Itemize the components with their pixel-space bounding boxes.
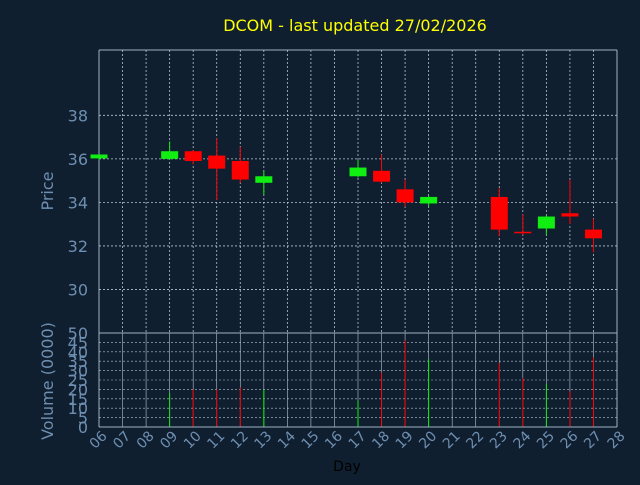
day-tick-label: 27 bbox=[581, 428, 605, 452]
candle-body bbox=[161, 151, 179, 159]
candle-down bbox=[184, 150, 202, 165]
candle-up bbox=[90, 154, 108, 160]
candle-body bbox=[90, 154, 108, 159]
price-tick-labels: 30 32 34 36 38 bbox=[68, 106, 88, 299]
day-tick-label: 11 bbox=[204, 428, 228, 452]
day-tick-label: 23 bbox=[487, 428, 511, 452]
day-tick-label: 22 bbox=[463, 428, 487, 452]
candle-down bbox=[584, 218, 602, 253]
volume-axis-label: Volume (0000) bbox=[38, 322, 57, 440]
volume-tick-label: 50 bbox=[68, 324, 88, 343]
candle-body bbox=[208, 155, 226, 169]
day-tick-label: 25 bbox=[534, 428, 558, 452]
volume-tick-label: 0 bbox=[78, 418, 88, 437]
candle-body bbox=[420, 196, 438, 204]
candle-down bbox=[561, 179, 579, 225]
candle-up bbox=[255, 170, 273, 195]
candle-body bbox=[561, 213, 579, 217]
volume-bar-series bbox=[169, 340, 594, 427]
candle-body bbox=[373, 170, 391, 182]
candle-body bbox=[537, 216, 555, 229]
candle-down bbox=[514, 214, 532, 236]
volume-tick-label: 10 bbox=[68, 399, 88, 418]
day-tick-label: 14 bbox=[275, 428, 299, 452]
day-tick-label: 07 bbox=[110, 428, 134, 452]
day-tick-label: 17 bbox=[346, 428, 370, 452]
day-tick-label: 13 bbox=[252, 428, 276, 452]
candle-body bbox=[184, 151, 202, 162]
price-tick-label: 30 bbox=[68, 280, 88, 299]
volume-tick-label: 45 bbox=[68, 333, 88, 352]
x-axis-label: Day bbox=[333, 459, 361, 475]
day-tick-label: 12 bbox=[228, 428, 252, 452]
chart-title: DCOM - last updated 27/02/2026 bbox=[223, 16, 487, 35]
price-tick-label: 38 bbox=[68, 106, 88, 125]
day-tick-label: 26 bbox=[558, 428, 582, 452]
price-tick-label: 32 bbox=[68, 237, 88, 256]
day-tick-label: 24 bbox=[511, 428, 535, 452]
day-tick-label: 19 bbox=[393, 428, 417, 452]
candle-body bbox=[514, 231, 532, 234]
price-tick-label: 34 bbox=[68, 193, 88, 212]
candle-up bbox=[537, 215, 555, 236]
day-tick-label: 06 bbox=[87, 428, 111, 452]
volume-tick-label: 15 bbox=[68, 390, 88, 409]
day-tick-label: 18 bbox=[369, 428, 393, 452]
candle-down bbox=[208, 138, 226, 201]
day-tick-labels: 06 07 08 09 10 11 12 13 14 15 16 17 18 19 20 21 22 23 24 25… bbox=[87, 428, 629, 452]
candle-body bbox=[255, 176, 273, 183]
candle-up bbox=[161, 141, 179, 160]
candle-body bbox=[231, 161, 249, 180]
day-tick-label: 28 bbox=[605, 428, 629, 452]
price-tick-label: 36 bbox=[68, 150, 88, 169]
day-tick-label: 09 bbox=[157, 428, 181, 452]
volume-tick-label: 40 bbox=[68, 343, 88, 362]
volume-tick-label: 35 bbox=[68, 352, 88, 371]
day-tick-label: 20 bbox=[416, 428, 440, 452]
candle-up bbox=[420, 195, 438, 207]
volume-tick-label: 20 bbox=[68, 380, 88, 399]
candle-down bbox=[373, 154, 391, 183]
day-tick-label: 21 bbox=[440, 428, 464, 452]
candle-down bbox=[231, 146, 249, 183]
volume-tick-label: 25 bbox=[68, 371, 88, 390]
candlestick-series bbox=[90, 138, 602, 253]
candle-body bbox=[490, 196, 508, 230]
candle-body bbox=[396, 189, 414, 203]
volume-tick-label: 30 bbox=[68, 362, 88, 381]
day-tick-label: 15 bbox=[299, 428, 323, 452]
volume-tick-label: 5 bbox=[78, 409, 88, 428]
candle-up bbox=[349, 159, 367, 178]
candle-down bbox=[490, 188, 508, 237]
price-gridlines bbox=[99, 50, 617, 333]
day-tick-label: 16 bbox=[322, 428, 346, 452]
candle-down bbox=[396, 179, 414, 207]
price-panel: 30 32 34 36 38 Price bbox=[38, 49, 618, 427]
candle-body bbox=[349, 167, 367, 177]
day-tick-label: 10 bbox=[181, 428, 205, 452]
price-axis-label: Price bbox=[38, 171, 57, 210]
candle-body bbox=[584, 229, 602, 239]
day-tick-label: 08 bbox=[134, 428, 158, 452]
